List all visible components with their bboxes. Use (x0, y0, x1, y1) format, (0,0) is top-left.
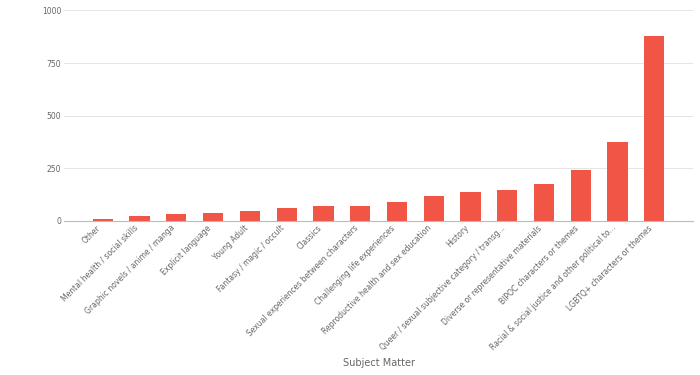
Bar (92, 219, 113, 220)
Bar (350, 206, 370, 220)
Bar (314, 206, 333, 220)
Bar (203, 213, 223, 220)
Bar (424, 196, 444, 220)
Bar (166, 214, 186, 220)
Bar (276, 209, 297, 220)
Bar (644, 36, 664, 220)
Bar (387, 202, 407, 220)
Bar (608, 142, 628, 220)
Bar (240, 211, 260, 220)
Bar (461, 192, 481, 220)
Bar (570, 170, 591, 220)
Bar (130, 216, 150, 220)
Bar (534, 184, 554, 220)
X-axis label: Subject Matter: Subject Matter (342, 358, 414, 368)
Bar (497, 190, 517, 220)
